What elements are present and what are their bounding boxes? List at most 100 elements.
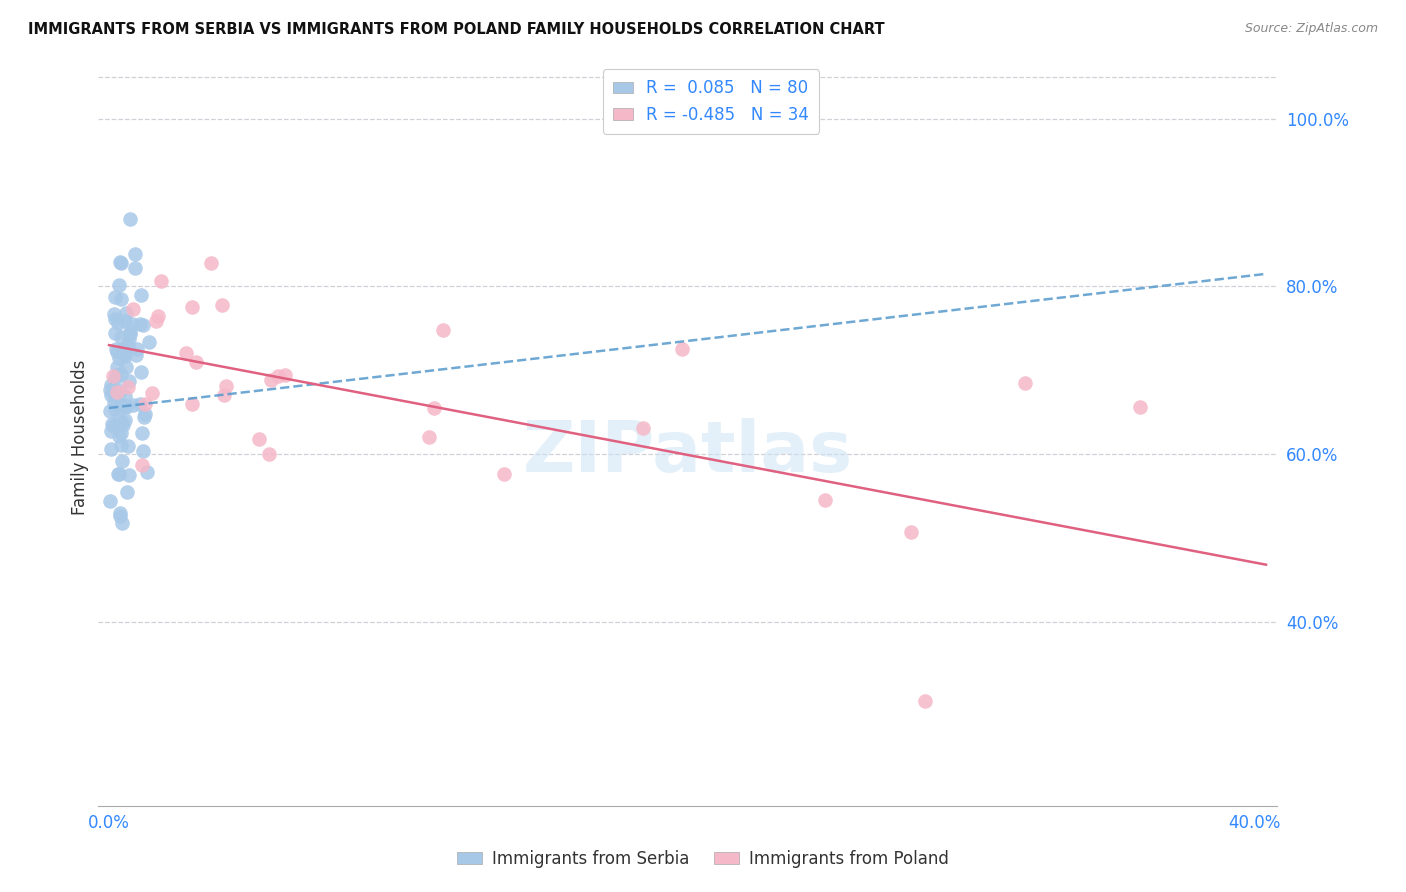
Point	[105, 359, 128, 374]
Point	[104, 368, 127, 382]
Point	[100, 377, 122, 392]
Point	[118, 374, 141, 388]
Point	[104, 402, 127, 417]
Point	[103, 307, 125, 321]
Point	[814, 492, 837, 507]
Point	[110, 384, 132, 398]
Point	[131, 426, 153, 441]
Point	[104, 289, 127, 303]
Point	[111, 454, 134, 468]
Point	[112, 418, 135, 433]
Point	[98, 493, 121, 508]
Point	[181, 300, 204, 314]
Point	[108, 254, 131, 268]
Point	[129, 396, 152, 410]
Point	[134, 407, 156, 421]
Point	[132, 409, 155, 424]
Point	[108, 351, 131, 366]
Point	[118, 212, 141, 227]
Point	[492, 467, 515, 481]
Point	[104, 326, 127, 340]
Point	[111, 415, 134, 429]
Point	[122, 301, 145, 316]
Point	[181, 397, 204, 411]
Point	[108, 506, 131, 520]
Point	[267, 369, 290, 384]
Point	[124, 348, 146, 362]
Legend: Immigrants from Serbia, Immigrants from Poland: Immigrants from Serbia, Immigrants from …	[450, 844, 956, 875]
Point	[120, 325, 142, 339]
Point	[107, 316, 129, 330]
Point	[422, 401, 444, 416]
Point	[115, 359, 138, 374]
Point	[135, 465, 157, 479]
Point	[131, 458, 153, 473]
Point	[129, 365, 152, 379]
Point	[432, 322, 454, 336]
Point	[134, 397, 156, 411]
Point	[105, 384, 128, 399]
Point	[101, 419, 124, 434]
Point	[98, 404, 121, 418]
Point	[112, 346, 135, 360]
Point	[212, 388, 235, 402]
Point	[103, 396, 125, 410]
Point	[115, 306, 138, 320]
Point	[110, 367, 132, 381]
Point	[112, 398, 135, 412]
Point	[110, 438, 132, 452]
Text: IMMIGRANTS FROM SERBIA VS IMMIGRANTS FROM POLAND FAMILY HOUSEHOLDS CORRELATION C: IMMIGRANTS FROM SERBIA VS IMMIGRANTS FRO…	[28, 22, 884, 37]
Point	[118, 327, 141, 342]
Point	[418, 430, 440, 444]
Point	[114, 349, 136, 363]
Point	[132, 318, 155, 332]
Point	[103, 387, 125, 401]
Point	[1129, 400, 1152, 414]
Point	[259, 373, 281, 387]
Point	[128, 317, 150, 331]
Point	[115, 401, 138, 415]
Point	[100, 424, 122, 438]
Point	[110, 425, 132, 440]
Point	[110, 329, 132, 343]
Point	[107, 277, 129, 292]
Point	[114, 389, 136, 403]
Point	[141, 385, 163, 400]
Point	[105, 342, 128, 356]
Point	[110, 292, 132, 306]
Point	[105, 345, 128, 359]
Point	[900, 525, 922, 540]
Point	[100, 442, 122, 457]
Point	[257, 447, 280, 461]
Text: Source: ZipAtlas.com: Source: ZipAtlas.com	[1244, 22, 1378, 36]
Y-axis label: Family Households: Family Households	[72, 359, 89, 515]
Point	[117, 339, 139, 353]
Legend: R =  0.085   N = 80, R = -0.485   N = 34: R = 0.085 N = 80, R = -0.485 N = 34	[603, 70, 820, 134]
Point	[274, 368, 297, 383]
Point	[117, 380, 139, 394]
Point	[1014, 376, 1036, 390]
Point	[101, 417, 124, 431]
Point	[118, 467, 141, 482]
Point	[174, 346, 197, 360]
Point	[108, 429, 131, 443]
Point	[186, 355, 208, 369]
Point	[107, 412, 129, 426]
Point	[247, 432, 270, 446]
Point	[129, 288, 152, 302]
Point	[108, 467, 131, 482]
Point	[118, 333, 141, 347]
Point	[111, 516, 134, 530]
Point	[124, 260, 146, 275]
Point	[914, 694, 936, 708]
Point	[150, 274, 173, 288]
Point	[148, 310, 170, 324]
Point	[138, 334, 160, 349]
Point	[671, 343, 693, 357]
Point	[111, 342, 134, 356]
Point	[125, 342, 148, 356]
Point	[122, 398, 145, 412]
Point	[107, 467, 129, 481]
Point	[115, 484, 138, 499]
Point	[631, 421, 654, 435]
